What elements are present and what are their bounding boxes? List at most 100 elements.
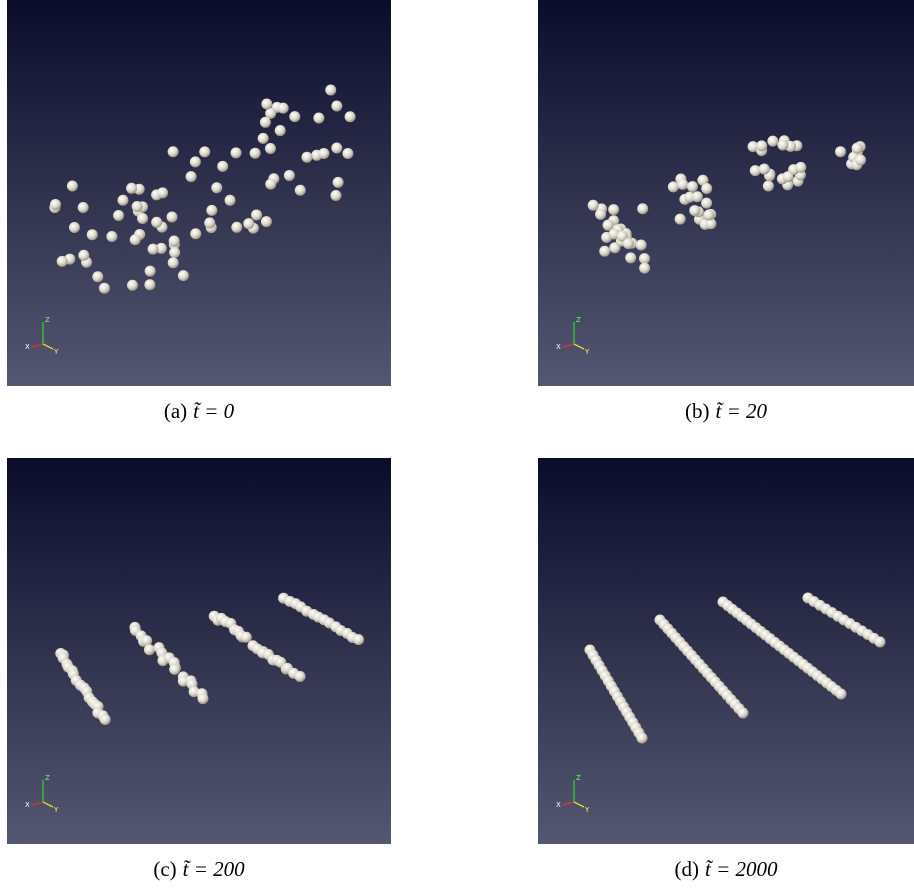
particle (677, 179, 688, 190)
particle (260, 117, 271, 128)
caption-math: t̃ = 200 (183, 857, 246, 881)
particle (313, 112, 324, 123)
particle (875, 637, 886, 648)
particle (767, 136, 778, 147)
axis-label: Z (576, 774, 581, 782)
particle (225, 195, 236, 206)
particle (130, 234, 141, 245)
particle (318, 148, 329, 159)
caption: (d)t̃ = 2000 (674, 857, 778, 881)
particle (127, 280, 138, 291)
particle (738, 708, 749, 719)
particle (199, 146, 210, 157)
particle (99, 283, 110, 294)
particle (169, 247, 180, 258)
particle (87, 229, 98, 240)
panel: X Y Z (538, 458, 914, 844)
particle (345, 111, 356, 122)
particle (178, 270, 189, 281)
particle (231, 147, 242, 158)
particle (701, 183, 712, 194)
particle (151, 217, 162, 228)
caption-math: t̃ = 0 (193, 399, 235, 423)
caption-math: t̃ = 2000 (705, 857, 778, 881)
particle (763, 181, 774, 192)
particle (250, 148, 261, 159)
particle (261, 216, 272, 227)
caption: (a) t̃ = 0 (164, 399, 235, 423)
particle (855, 155, 866, 166)
particle (243, 218, 254, 229)
particle (777, 140, 788, 151)
particle (50, 199, 61, 210)
particle (333, 177, 344, 188)
particle (265, 179, 276, 190)
caption-label: (b) (685, 399, 710, 423)
caption-label: (a) (164, 399, 187, 423)
caption-math: t̃ = 20 (715, 399, 767, 423)
figure: XYZ(a)t̃ = 0XYZ(b)t̃ = 20XYZ(c)t̃ = 200X… (0, 0, 914, 891)
particle (261, 98, 272, 109)
particle (783, 171, 794, 182)
particle (251, 209, 262, 220)
particle (258, 133, 269, 144)
particle (167, 211, 178, 222)
particle (625, 252, 636, 263)
particle (608, 204, 619, 215)
particle (795, 162, 806, 173)
particle (342, 148, 353, 159)
particle (145, 266, 156, 277)
caption: (b)t̃ = 20 (685, 399, 768, 423)
particle (69, 222, 80, 233)
particle (637, 733, 648, 744)
particle (126, 183, 137, 194)
particle (636, 240, 647, 251)
caption-label: (c) (153, 857, 176, 881)
axis-label: X (556, 801, 561, 809)
caption-label: (d) (674, 857, 699, 881)
particle (157, 187, 168, 198)
particle (756, 140, 767, 151)
particle (231, 222, 242, 233)
particle (144, 279, 155, 290)
particle (57, 256, 68, 267)
panel: XYZ (538, 0, 914, 386)
particle (331, 143, 342, 154)
particle (325, 85, 336, 96)
particle (835, 146, 846, 157)
particle (289, 111, 300, 122)
particle (330, 190, 341, 201)
axis-label: Z (576, 316, 581, 324)
axis-label: Y (53, 806, 59, 814)
particle (295, 185, 306, 196)
particle (836, 689, 847, 700)
panel: X Y Z (7, 0, 391, 386)
particle (759, 164, 770, 175)
particle (588, 200, 599, 211)
particle (168, 257, 179, 268)
particle (78, 202, 89, 213)
figure-canvas: XYZ(a)t̃ = 0XYZ(b)t̃ = 20XYZ(c)t̃ = 200X… (0, 0, 914, 891)
particle (687, 181, 698, 192)
particle (703, 210, 714, 221)
particle (302, 152, 313, 163)
particle (118, 195, 129, 206)
particle (137, 213, 148, 224)
particle (190, 156, 201, 167)
particle (67, 180, 78, 191)
particle (144, 644, 155, 655)
particle (168, 146, 179, 157)
axis-label: Y (53, 348, 59, 356)
axis-label: Z (45, 316, 50, 324)
particle (675, 214, 686, 225)
particle (148, 244, 159, 255)
particle (599, 246, 610, 257)
axis-label: X (25, 343, 30, 351)
particle (78, 250, 89, 261)
particle (186, 171, 197, 182)
particle (132, 201, 143, 212)
particle (106, 231, 117, 242)
particle (217, 161, 228, 172)
panel: XYZ (7, 458, 391, 844)
axis-label: Y (584, 806, 590, 814)
